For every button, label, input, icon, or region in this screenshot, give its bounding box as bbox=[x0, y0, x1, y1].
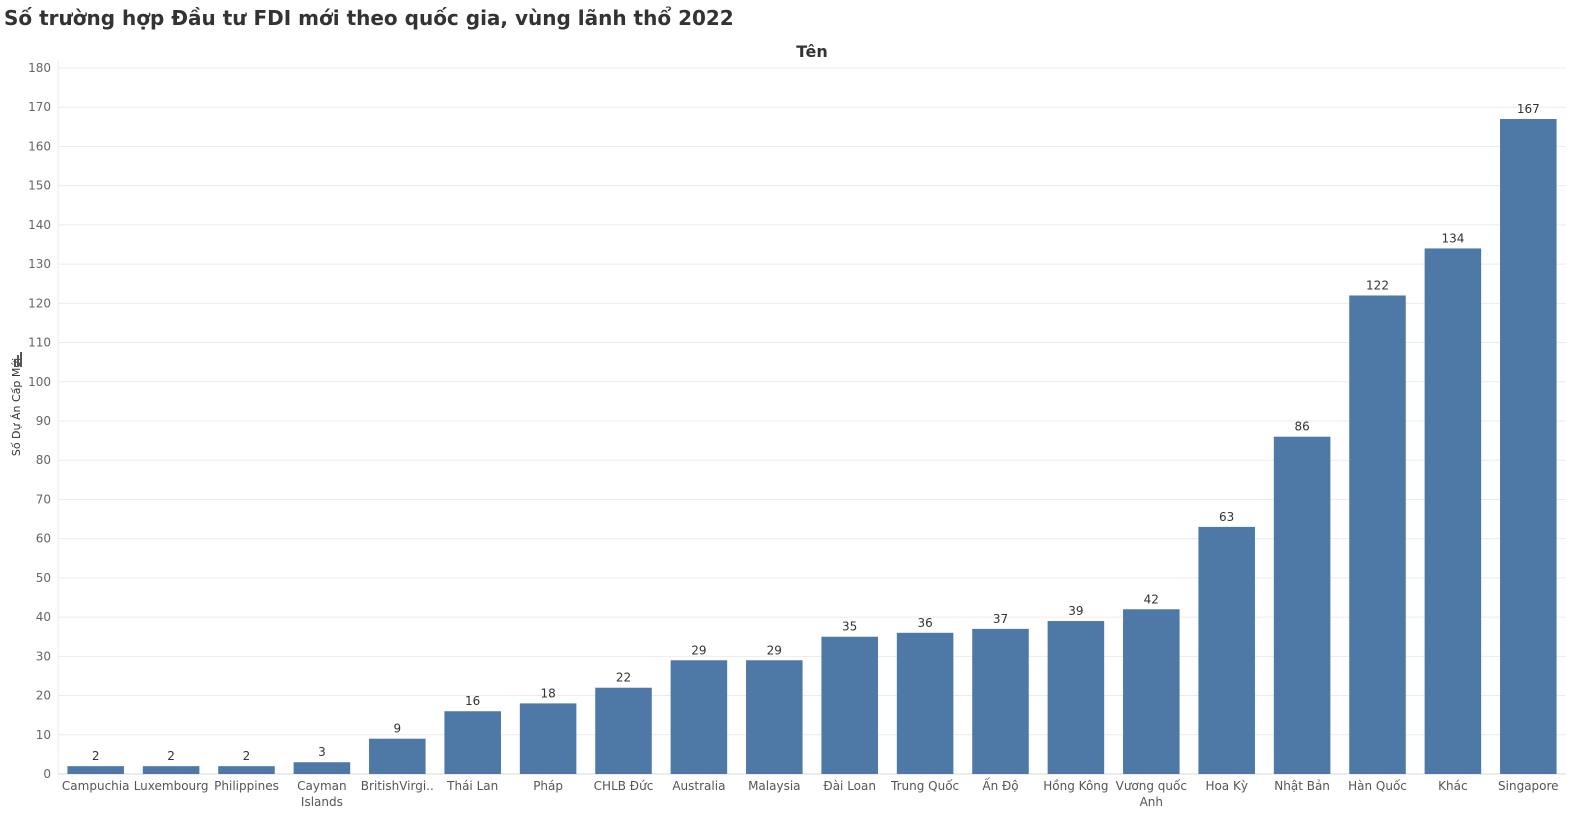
page-title: Số trường hợp Đầu tư FDI mới theo quốc g… bbox=[4, 6, 734, 30]
bar[interactable] bbox=[896, 632, 954, 774]
data-label: 37 bbox=[993, 612, 1008, 626]
gridlines bbox=[57, 60, 1566, 775]
data-label: 42 bbox=[1144, 592, 1159, 606]
y-tick-label: 10 bbox=[36, 728, 51, 742]
x-category-label: Australia bbox=[672, 779, 725, 793]
bar[interactable] bbox=[595, 687, 652, 774]
y-tick-label: 80 bbox=[36, 453, 51, 467]
bar[interactable] bbox=[1198, 526, 1255, 774]
x-category-label: Nhật Bản bbox=[1274, 779, 1330, 793]
y-tick-label: 130 bbox=[28, 257, 51, 271]
x-category-label: Thái Lan bbox=[446, 779, 498, 793]
y-axis-label: Số Dự Án Cấp Mới bbox=[10, 358, 23, 456]
y-tick-label: 120 bbox=[28, 296, 51, 310]
x-category-label: CHLB Đức bbox=[594, 779, 654, 793]
bar[interactable] bbox=[1273, 436, 1331, 774]
y-tick-label: 110 bbox=[28, 336, 51, 350]
x-category-label: Hồng Kông bbox=[1043, 779, 1108, 793]
x-category-label: Đài Loan bbox=[823, 779, 876, 793]
x-category-label: Philippines bbox=[214, 779, 279, 793]
y-tick-label: 20 bbox=[36, 689, 51, 703]
sort-icon-bar bbox=[14, 359, 16, 367]
y-tick-label: 170 bbox=[28, 100, 51, 114]
bar[interactable] bbox=[1424, 248, 1482, 774]
data-label: 3 bbox=[318, 745, 326, 759]
sort-icon[interactable] bbox=[14, 352, 22, 367]
bar[interactable] bbox=[444, 711, 501, 774]
data-label: 18 bbox=[540, 686, 555, 700]
data-label: 134 bbox=[1441, 231, 1464, 245]
x-category-label: Malaysia bbox=[748, 779, 800, 793]
y-tick-label: 60 bbox=[36, 532, 51, 546]
x-category-label: Hoa Kỳ bbox=[1205, 779, 1248, 793]
bar[interactable] bbox=[519, 703, 577, 774]
data-label: 2 bbox=[243, 749, 251, 763]
y-tick-label: 30 bbox=[36, 649, 51, 663]
data-label: 16 bbox=[465, 694, 480, 708]
x-category-label: Khác bbox=[1438, 779, 1467, 793]
y-tick-label: 0 bbox=[43, 767, 51, 781]
y-tick-label: 70 bbox=[36, 492, 51, 506]
y-tick-label: 180 bbox=[28, 61, 51, 75]
x-category-label: BritishVirgi.. bbox=[361, 779, 434, 793]
y-axis-ticks: 0 10 20 30 40 50 60 70 80 90 100 110 120 130 140 150 160… bbox=[28, 61, 51, 781]
data-label: 167 bbox=[1517, 102, 1540, 116]
bar[interactable] bbox=[1500, 118, 1557, 774]
bar[interactable] bbox=[293, 762, 351, 774]
bar[interactable] bbox=[369, 738, 426, 774]
bar[interactable] bbox=[142, 766, 200, 774]
bar[interactable] bbox=[670, 660, 728, 774]
bar[interactable] bbox=[1349, 295, 1406, 774]
data-label: 9 bbox=[393, 722, 401, 736]
x-axis-categories: Campuchia Luxembourg Philippines Cayman Isla… bbox=[62, 777, 1559, 809]
x-category-label: Pháp bbox=[533, 779, 563, 793]
x-category-label: Anh bbox=[1140, 795, 1163, 809]
bar[interactable] bbox=[67, 766, 124, 774]
y-tick-label: 160 bbox=[28, 139, 51, 153]
bar[interactable] bbox=[746, 660, 803, 774]
data-label: 63 bbox=[1219, 510, 1234, 524]
bar[interactable] bbox=[972, 628, 1029, 774]
data-label: 86 bbox=[1294, 420, 1309, 434]
data-label: 2 bbox=[167, 749, 175, 763]
bar[interactable] bbox=[218, 766, 275, 774]
data-label: 2 bbox=[92, 749, 100, 763]
y-tick-label: 40 bbox=[36, 610, 51, 624]
bar[interactable] bbox=[1123, 609, 1180, 774]
y-tick-label: 50 bbox=[36, 571, 51, 585]
data-label: 122 bbox=[1366, 278, 1389, 292]
x-category-label: Ấn Độ bbox=[982, 777, 1018, 793]
y-tick-label: 140 bbox=[28, 218, 51, 232]
x-category-label: Islands bbox=[301, 795, 343, 809]
x-category-label: Singapore bbox=[1498, 779, 1559, 793]
sort-icon-bar bbox=[17, 355, 19, 367]
x-category-label: Trung Quốc bbox=[890, 779, 959, 793]
data-label: 29 bbox=[767, 643, 782, 657]
data-label: 22 bbox=[616, 671, 631, 685]
x-category-label: Campuchia bbox=[62, 779, 130, 793]
sort-icon-bar bbox=[20, 352, 22, 367]
bar[interactable] bbox=[821, 636, 878, 774]
bars bbox=[67, 118, 1557, 774]
x-category-label: Vương quốc bbox=[1116, 779, 1187, 793]
x-category-label: Luxembourg bbox=[134, 779, 209, 793]
data-label: 29 bbox=[691, 643, 706, 657]
data-label: 35 bbox=[842, 620, 857, 634]
x-category-label: Cayman bbox=[297, 779, 346, 793]
chart-header: Tên bbox=[796, 42, 828, 61]
y-tick-label: 90 bbox=[36, 414, 51, 428]
x-category-label: Hàn Quốc bbox=[1348, 779, 1407, 793]
y-tick-label: 150 bbox=[28, 179, 51, 193]
y-tick-label: 100 bbox=[28, 375, 51, 389]
data-label: 39 bbox=[1068, 604, 1083, 618]
data-label: 36 bbox=[917, 616, 932, 630]
bar[interactable] bbox=[1047, 621, 1105, 774]
